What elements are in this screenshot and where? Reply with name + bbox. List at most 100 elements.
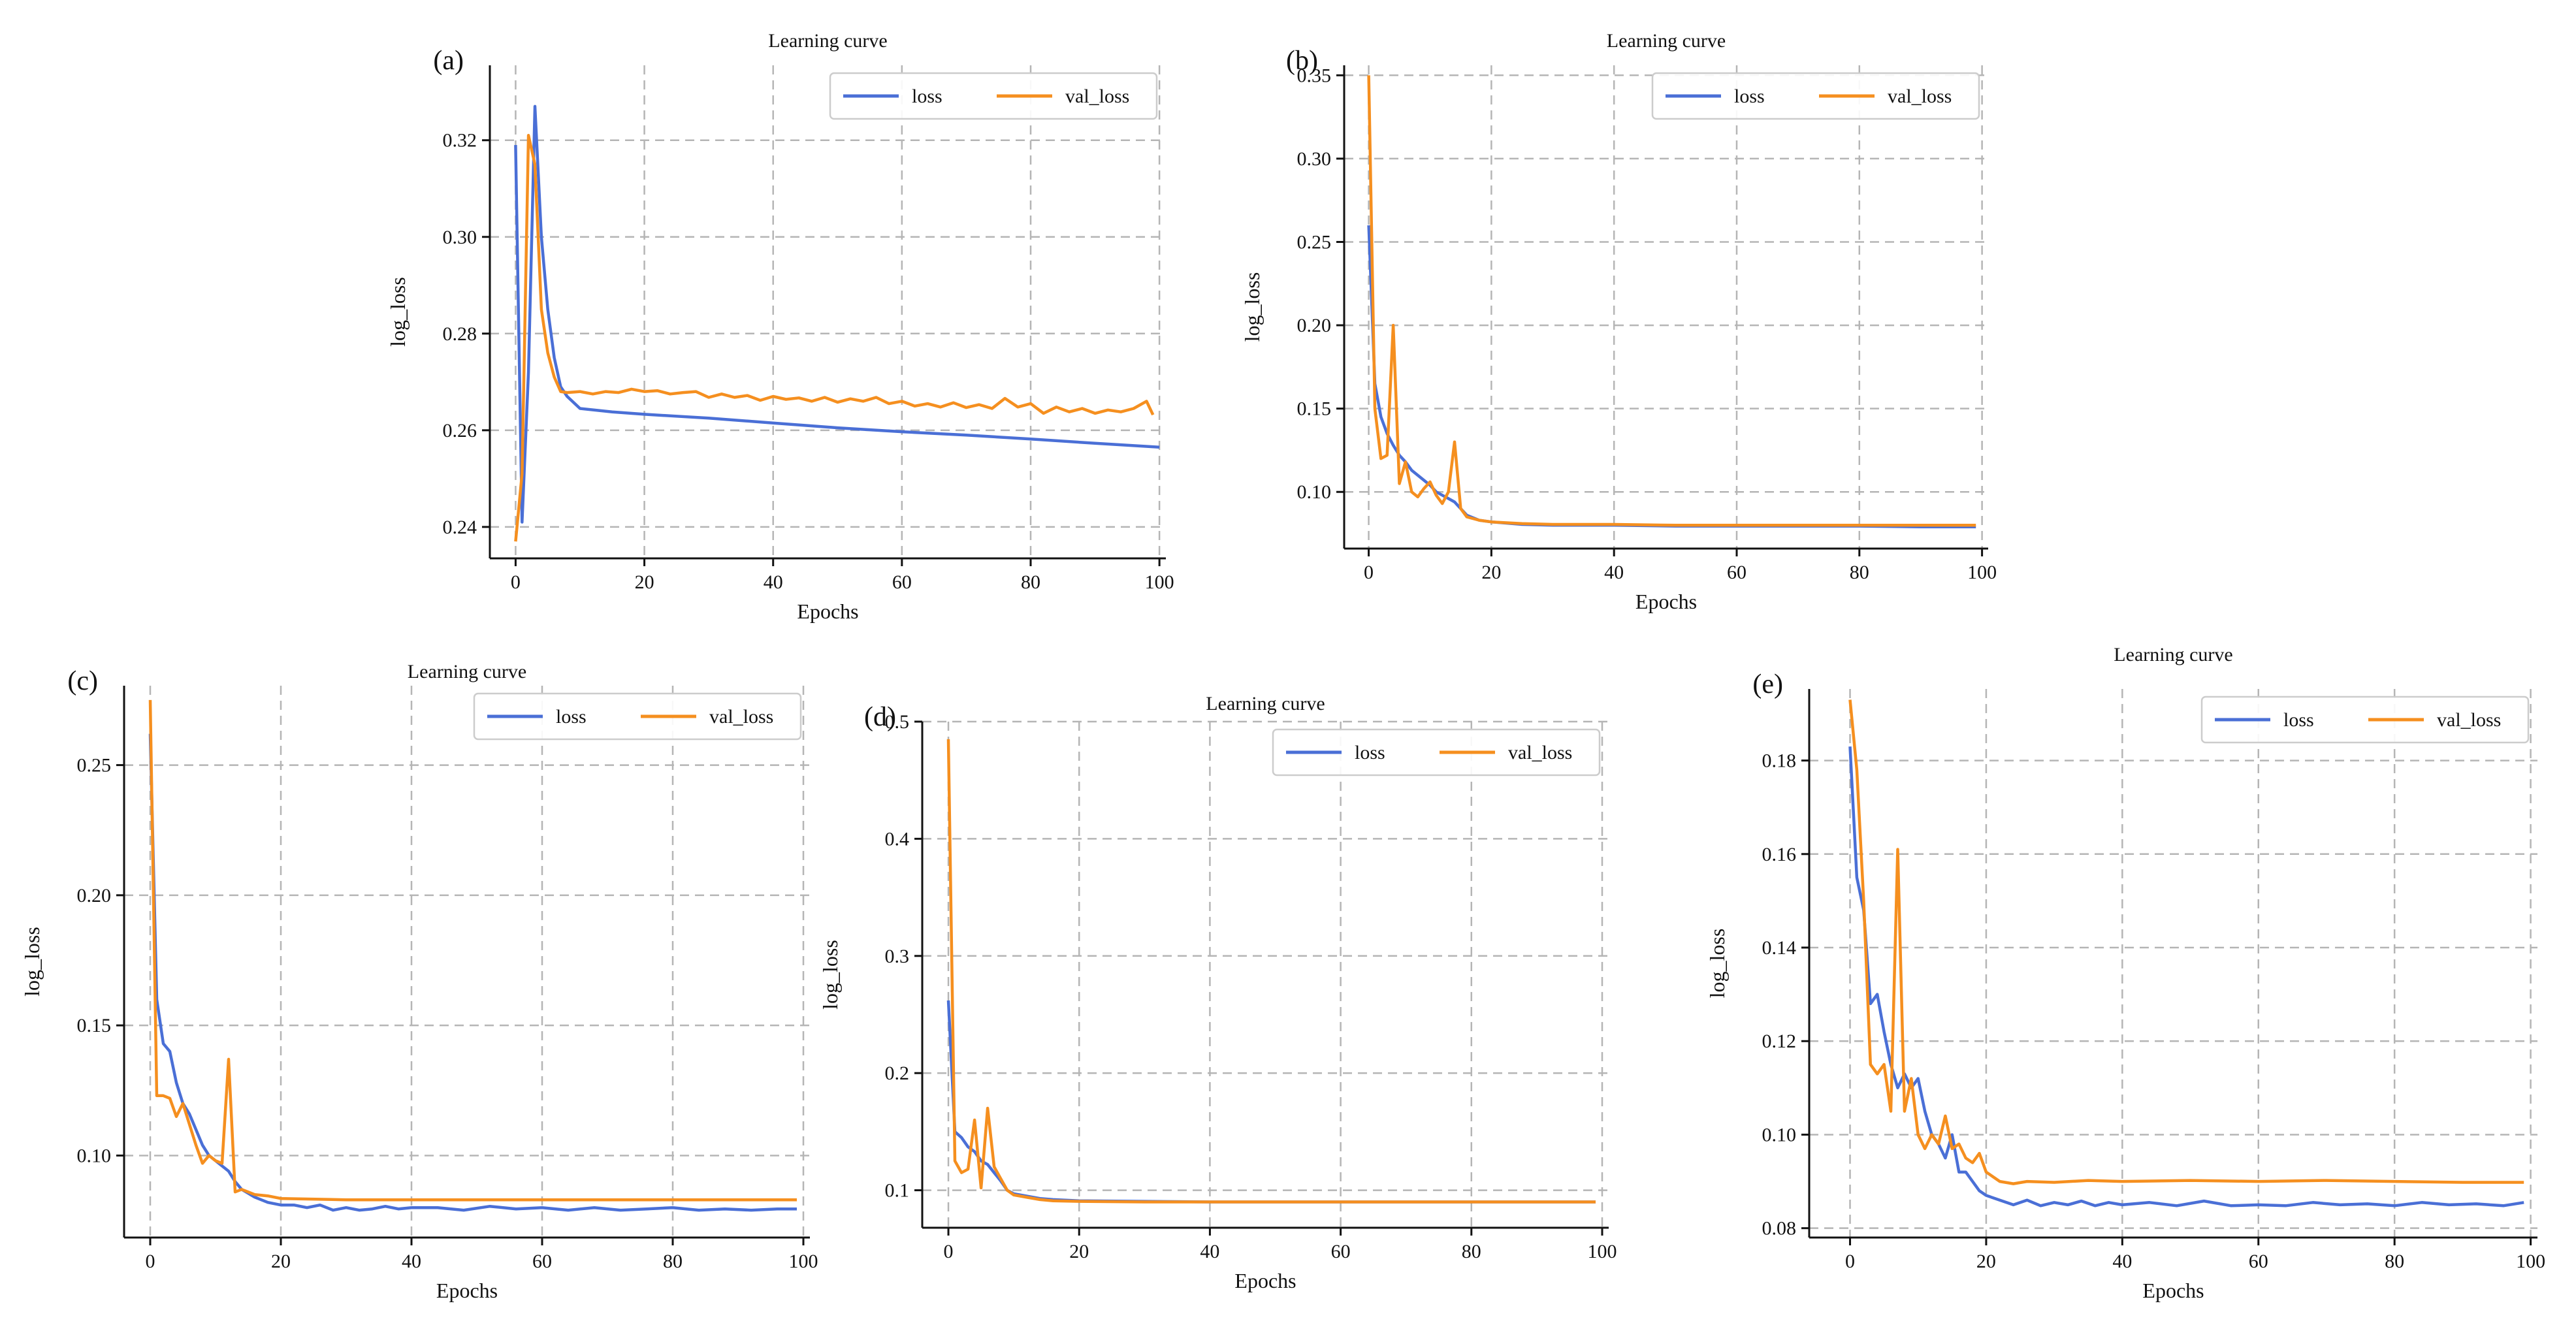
x-axis-label: Epochs [797, 600, 858, 623]
y-tick-label: 0.25 [77, 755, 112, 776]
series-line-val-loss [148, 699, 797, 1202]
chart-title: Learning curve [2114, 644, 2232, 665]
y-tick-label: 0.20 [77, 885, 112, 906]
chart-title: Learning curve [408, 661, 526, 682]
y-tick-label: 0.10 [77, 1145, 112, 1166]
x-tick-label: 60 [892, 571, 912, 593]
y-tick-label: 0.24 [443, 517, 477, 538]
x-tick-label: 40 [1604, 562, 1624, 583]
legend: loss val_loss [1272, 728, 1601, 776]
legend-label-val-loss: val_loss [1888, 86, 1952, 107]
x-axis-label: Epochs [2142, 1279, 2204, 1302]
chart-title: Learning curve [1607, 30, 1726, 52]
panel-label: (c) [67, 666, 98, 696]
x-tick-label: 80 [1021, 571, 1040, 593]
x-tick-label: 20 [635, 571, 654, 593]
chart-panel-4: 0 20 40 60 80 100 0.1 0.2 0.3 0.4 0.5 Learning curv… [818, 693, 1617, 1292]
y-tick-label: 0.32 [443, 130, 477, 152]
y-tick-label: 0.10 [1762, 1124, 1797, 1145]
legend-label-val-loss: val_loss [1065, 86, 1129, 107]
x-tick-label: 0 [511, 571, 521, 593]
series-line-val-loss [946, 739, 1596, 1204]
x-tick-label: 80 [1462, 1241, 1481, 1262]
x-tick-label: 0 [944, 1241, 954, 1262]
y-tick-label: 0.20 [1297, 315, 1332, 336]
series-line-val-loss [1367, 75, 1976, 527]
y-tick-label: 0.15 [77, 1015, 112, 1036]
series-line-val-loss [514, 134, 1155, 542]
x-tick-label: 100 [2516, 1251, 2545, 1272]
y-tick-label: 0.5 [885, 711, 910, 733]
x-tick-label: 0 [146, 1251, 155, 1272]
y-tick-label: 0.28 [443, 323, 477, 345]
x-tick-label: 40 [2112, 1251, 2132, 1272]
legend: loss val_loss [473, 692, 802, 741]
y-tick-label: 0.30 [443, 227, 477, 248]
x-axis-label: Epochs [1234, 1269, 1296, 1292]
legend-label-loss: loss [2283, 709, 2314, 731]
x-tick-label: 20 [271, 1251, 291, 1272]
series-line-loss [946, 1000, 1596, 1204]
legend-label-val-loss: val_loss [709, 706, 773, 727]
y-tick-label: 0.2 [885, 1063, 910, 1084]
y-axis-label: log_loss [1705, 929, 1729, 999]
x-tick-label: 60 [2249, 1251, 2268, 1272]
legend-frame [1272, 728, 1601, 776]
legend-label-val-loss: val_loss [1508, 742, 1572, 763]
x-tick-label: 20 [1976, 1251, 1996, 1272]
y-tick-label: 0.3 [885, 946, 910, 967]
y-tick-label: 0.1 [885, 1180, 910, 1202]
y-tick-label: 0.12 [1762, 1031, 1797, 1052]
legend: loss val_loss [1651, 72, 1980, 120]
x-tick-label: 60 [532, 1251, 552, 1272]
y-tick-label: 0.08 [1762, 1218, 1797, 1239]
y-axis-label: log_loss [1240, 272, 1264, 342]
x-tick-label: 0 [1845, 1251, 1855, 1272]
chart-panel-3: 0 20 40 60 80 100 0.10 0.15 0.20 0.25 Learning cur… [20, 661, 818, 1302]
x-tick-label: 20 [1069, 1241, 1089, 1262]
legend-label-val-loss: val_loss [2437, 709, 2501, 731]
x-tick-label: 100 [1967, 562, 1997, 583]
x-tick-label: 100 [789, 1251, 818, 1272]
x-tick-label: 100 [1587, 1241, 1617, 1262]
x-tick-label: 0 [1364, 562, 1374, 583]
x-tick-label: 100 [1145, 571, 1174, 593]
series-line-loss [148, 733, 797, 1212]
legend-frame [473, 692, 802, 741]
y-tick-label: 0.14 [1762, 937, 1797, 959]
y-axis-label: log_loss [386, 277, 410, 347]
y-tick-label: 0.16 [1762, 844, 1797, 865]
x-tick-label: 80 [1850, 562, 1869, 583]
series-line-loss [514, 104, 1160, 524]
legend-frame [1651, 72, 1980, 120]
y-tick-label: 0.18 [1762, 750, 1797, 772]
x-tick-label: 20 [1481, 562, 1501, 583]
series-line-val-loss [1848, 699, 2524, 1185]
legend-label-loss: loss [556, 706, 587, 727]
x-tick-label: 40 [1200, 1241, 1219, 1262]
legend-label-loss: loss [912, 86, 942, 107]
chart-panel-2: 0 20 40 60 80 100 0.10 0.15 0.20 0.25 0.30 0.35 Lear… [1240, 30, 1997, 613]
chart-panel-5: 0 20 40 60 80 100 0.08 0.10 0.12 0.14 0.16 0.18 Lear… [1705, 644, 2545, 1302]
x-tick-label: 80 [2385, 1251, 2404, 1272]
x-tick-label: 80 [663, 1251, 683, 1272]
series-line-loss [1367, 225, 1976, 529]
y-tick-label: 0.35 [1297, 65, 1332, 86]
legend: loss val_loss [829, 72, 1158, 120]
legend-label-loss: loss [1355, 742, 1385, 763]
x-axis-label: Epochs [1635, 590, 1697, 613]
y-tick-label: 0.4 [885, 828, 910, 850]
chart-title: Learning curve [768, 30, 887, 52]
y-axis-label: log_loss [818, 940, 842, 1010]
legend-label-loss: loss [1734, 86, 1765, 107]
x-tick-label: 40 [764, 571, 783, 593]
panel-label: (e) [1752, 669, 1783, 699]
y-tick-label: 0.15 [1297, 398, 1332, 420]
x-tick-label: 60 [1727, 562, 1747, 583]
y-tick-label: 0.30 [1297, 148, 1332, 170]
y-axis-label: log_loss [20, 927, 44, 997]
legend-frame [2200, 695, 2530, 744]
x-tick-label: 40 [402, 1251, 421, 1272]
panel-label: (a) [433, 46, 464, 76]
x-axis-label: Epochs [436, 1279, 498, 1302]
